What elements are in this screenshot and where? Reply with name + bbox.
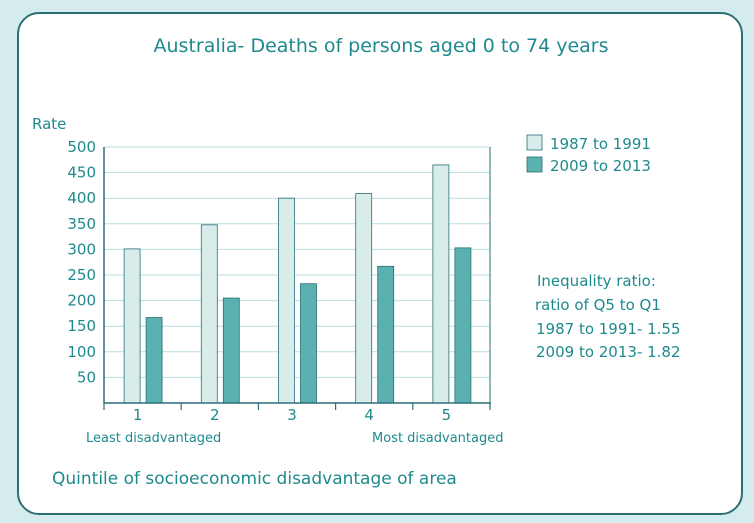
- x-tick-labels: 1 2 3 4 5: [133, 406, 451, 424]
- bars-group: [123, 164, 472, 404]
- annotation-line2: ratio of Q5 to Q1: [535, 296, 661, 314]
- y-tick-label-200: 200: [67, 292, 96, 310]
- gridlines: [104, 146, 490, 378]
- y-tick-label-150: 150: [67, 317, 96, 335]
- bar-1987-q1: [123, 248, 141, 404]
- legend-label-1987: 1987 to 1991: [550, 135, 651, 153]
- bar-2009-q4: [377, 265, 395, 404]
- bar-1987-q5: [432, 164, 450, 404]
- bar-2009-q3: [300, 283, 317, 404]
- x-axis-title: Quintile of socioeconomic disadvantage o…: [52, 469, 457, 489]
- bar-2009-q2: [222, 297, 240, 404]
- x-annotation-left: Least disadvantaged: [86, 431, 221, 446]
- chart-title: Australia- Deaths of persons aged 0 to 7…: [154, 35, 609, 57]
- legend: 1987 to 1991 2009 to 2013: [526, 134, 651, 175]
- y-tick-label-250: 250: [67, 266, 96, 284]
- bar-1987-q2: [200, 224, 218, 404]
- x-tick-label-3: 3: [287, 406, 297, 424]
- axes-group: [103, 147, 491, 410]
- x-annotation-right: Most disadvantaged: [372, 431, 504, 446]
- y-tick-label-350: 350: [67, 215, 96, 233]
- y-tick-label-300: 300: [67, 240, 96, 258]
- inequality-annotation: Inequality ratio: ratio of Q5 to Q1 1987…: [535, 272, 681, 361]
- x-tick-label-2: 2: [210, 406, 220, 424]
- x-tick-label-1: 1: [133, 406, 143, 424]
- annotation-line3: 1987 to 1991- 1.55: [536, 320, 681, 338]
- annotation-line1: Inequality ratio:: [537, 272, 656, 290]
- y-tick-labels: 50 100 150 200 250 300 350 400 450 500: [67, 138, 96, 386]
- bar-1987-q4: [355, 193, 373, 404]
- y-tick-label-450: 450: [67, 164, 96, 182]
- legend-swatch-1987: [526, 134, 543, 151]
- legend-label-2009: 2009 to 2013: [550, 157, 651, 175]
- y-tick-label-500: 500: [67, 138, 96, 156]
- bar-2009-q1: [145, 317, 163, 404]
- legend-swatch-2009: [526, 156, 543, 173]
- y-tick-label-100: 100: [67, 343, 96, 361]
- bar-2009-q5: [454, 247, 472, 404]
- x-tick-label-5: 5: [442, 406, 452, 424]
- y-tick-label-50: 50: [77, 368, 96, 386]
- y-axis-label: Rate: [32, 115, 66, 133]
- y-tick-label-400: 400: [67, 189, 96, 207]
- x-tick-label-4: 4: [364, 406, 374, 424]
- bar-1987-q3: [278, 197, 295, 404]
- annotation-line4: 2009 to 2013- 1.82: [536, 343, 681, 361]
